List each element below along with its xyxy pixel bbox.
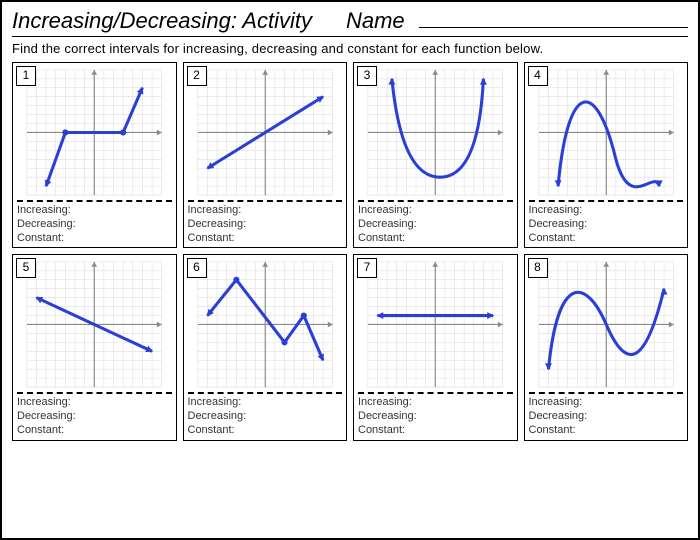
decreasing-label: Decreasing: xyxy=(188,218,343,232)
answer-block: Increasing: Decreasing: Constant: xyxy=(188,204,343,245)
problem-number: 8 xyxy=(528,258,548,278)
header: Increasing/Decreasing: Activity Name xyxy=(12,8,688,37)
increasing-label: Increasing: xyxy=(529,396,684,410)
chart-plot xyxy=(358,67,513,197)
chart-plot xyxy=(358,259,513,389)
problem-cell: 4 Increasing: Decreasing: Constant: xyxy=(524,62,689,248)
divider xyxy=(188,200,343,202)
worksheet: Increasing/Decreasing: Activity Name Fin… xyxy=(0,0,700,540)
problem-number: 6 xyxy=(187,258,207,278)
divider xyxy=(358,392,513,394)
problem-cell: 8 Increasing: Decreasing: Constant: xyxy=(524,254,689,440)
chart-plot xyxy=(17,67,172,197)
divider xyxy=(529,392,684,394)
problem-number: 2 xyxy=(187,66,207,86)
answer-block: Increasing: Decreasing: Constant: xyxy=(529,204,684,245)
decreasing-label: Decreasing: xyxy=(529,410,684,424)
divider xyxy=(529,200,684,202)
constant-label: Constant: xyxy=(17,424,172,438)
increasing-label: Increasing: xyxy=(358,204,513,218)
chart-plot xyxy=(529,67,684,197)
problem-cell: 6 Increasing: Decreasing: Constant: xyxy=(183,254,348,440)
page-title: Increasing/Decreasing: Activity xyxy=(12,8,312,34)
constant-label: Constant: xyxy=(529,424,684,438)
constant-label: Constant: xyxy=(358,232,513,246)
increasing-label: Increasing: xyxy=(188,204,343,218)
divider xyxy=(17,392,172,394)
answer-block: Increasing: Decreasing: Constant: xyxy=(358,204,513,245)
problem-cell: 7 Increasing: Decreasing: Constant: xyxy=(353,254,518,440)
chart-plot xyxy=(188,259,343,389)
name-label: Name xyxy=(346,8,405,34)
problem-number: 4 xyxy=(528,66,548,86)
problem-cell: 3 Increasing: Decreasing: Constant: xyxy=(353,62,518,248)
problem-cell: 5 Increasing: Decreasing: Constant: xyxy=(12,254,177,440)
problem-number: 5 xyxy=(16,258,36,278)
constant-label: Constant: xyxy=(358,424,513,438)
divider xyxy=(17,200,172,202)
answer-block: Increasing: Decreasing: Constant: xyxy=(358,396,513,437)
problem-cell: 1 Increasing: Decreasing: Constant: xyxy=(12,62,177,248)
chart-plot xyxy=(188,67,343,197)
instructions: Find the correct intervals for increasin… xyxy=(12,41,688,56)
answer-block: Increasing: Decreasing: Constant: xyxy=(188,396,343,437)
increasing-label: Increasing: xyxy=(17,396,172,410)
chart-plot xyxy=(17,259,172,389)
answer-block: Increasing: Decreasing: Constant: xyxy=(529,396,684,437)
decreasing-label: Decreasing: xyxy=(529,218,684,232)
increasing-label: Increasing: xyxy=(358,396,513,410)
constant-label: Constant: xyxy=(188,232,343,246)
increasing-label: Increasing: xyxy=(17,204,172,218)
problem-cell: 2 Increasing: Decreasing: Constant: xyxy=(183,62,348,248)
decreasing-label: Decreasing: xyxy=(17,218,172,232)
problems-grid: 1 Increasing: Decreasing: Constant: 2 In… xyxy=(12,62,688,441)
increasing-label: Increasing: xyxy=(188,396,343,410)
decreasing-label: Decreasing: xyxy=(188,410,343,424)
name-input-line[interactable] xyxy=(419,9,688,28)
constant-label: Constant: xyxy=(17,232,172,246)
constant-label: Constant: xyxy=(188,424,343,438)
problem-number: 3 xyxy=(357,66,377,86)
increasing-label: Increasing: xyxy=(529,204,684,218)
decreasing-label: Decreasing: xyxy=(17,410,172,424)
decreasing-label: Decreasing: xyxy=(358,410,513,424)
divider xyxy=(188,392,343,394)
problem-number: 7 xyxy=(357,258,377,278)
divider xyxy=(358,200,513,202)
answer-block: Increasing: Decreasing: Constant: xyxy=(17,204,172,245)
decreasing-label: Decreasing: xyxy=(358,218,513,232)
chart-plot xyxy=(529,259,684,389)
problem-number: 1 xyxy=(16,66,36,86)
answer-block: Increasing: Decreasing: Constant: xyxy=(17,396,172,437)
constant-label: Constant: xyxy=(529,232,684,246)
